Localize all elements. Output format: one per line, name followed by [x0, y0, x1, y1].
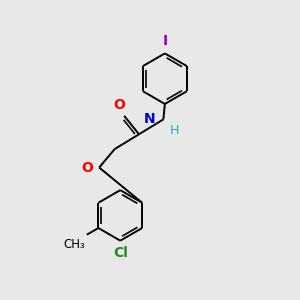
Text: N: N: [143, 112, 155, 126]
Text: H: H: [170, 124, 179, 137]
Text: CH₃: CH₃: [64, 238, 85, 251]
Text: O: O: [114, 98, 126, 112]
Text: Cl: Cl: [113, 246, 128, 260]
Text: O: O: [81, 160, 93, 175]
Text: I: I: [162, 34, 167, 48]
